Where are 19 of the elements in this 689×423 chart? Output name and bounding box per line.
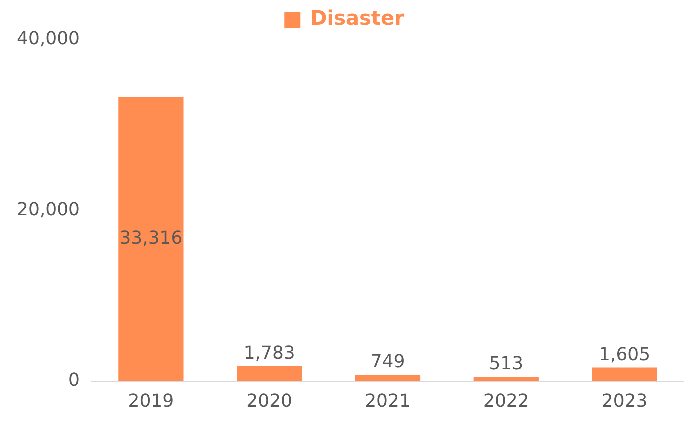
y-tick-label: 0 <box>68 370 80 392</box>
x-tick-label: 2023 <box>602 390 648 412</box>
data-label: 33,316 <box>120 228 183 249</box>
x-tick-label: 2021 <box>365 390 411 412</box>
y-tick-label: 20,000 <box>17 199 80 220</box>
legend-label: Disaster <box>310 6 405 30</box>
x-tick-label: 2020 <box>246 390 292 412</box>
data-label: 513 <box>489 354 524 375</box>
y-tick-label: 40,000 <box>17 28 80 50</box>
bar <box>474 377 539 382</box>
x-tick-label: 2022 <box>483 390 530 412</box>
bar <box>118 97 184 382</box>
bar <box>237 366 302 382</box>
bar <box>355 375 421 382</box>
bar <box>592 368 658 382</box>
data-label: 1,783 <box>244 342 296 364</box>
data-label: 1,605 <box>599 344 651 366</box>
x-tick-label: 2019 <box>128 390 174 412</box>
data-label: 749 <box>370 352 406 373</box>
